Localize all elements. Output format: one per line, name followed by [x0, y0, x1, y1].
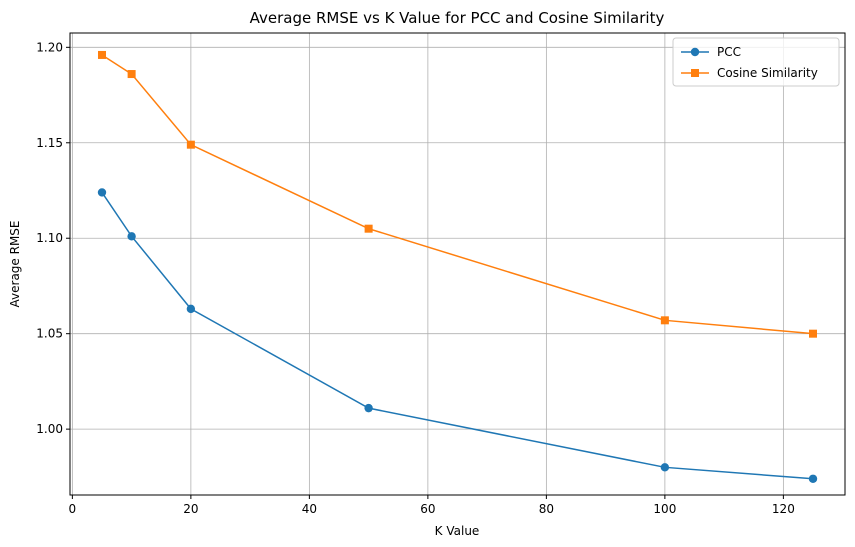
- x-tick-label: 60: [420, 502, 435, 516]
- legend-cosine-similarity-label: Cosine Similarity: [717, 66, 818, 80]
- grid: [70, 33, 845, 495]
- cosine-similarity-point: [186, 140, 195, 149]
- plot-frame: [69, 32, 846, 496]
- cosine-similarity-point: [127, 70, 136, 79]
- legend-cosine-similarity-marker: [691, 69, 699, 77]
- x-tick-label: 20: [183, 502, 198, 516]
- pcc-point: [660, 463, 670, 472]
- x-axis-label: K Value: [435, 524, 480, 538]
- x-tick-label: 80: [539, 502, 554, 516]
- chart-title: Average RMSE vs K Value for PCC and Cosi…: [250, 9, 665, 27]
- series-layer: [97, 50, 818, 483]
- pcc-point: [364, 403, 373, 413]
- pcc-point: [97, 188, 107, 197]
- axis-ticks: 0 20 40 60 80 100 120 1.00 1.05 1.10 1.15 1.20: [36, 40, 795, 516]
- legend-pcc-marker: [690, 47, 700, 57]
- cosine-similarity-point: [660, 316, 669, 325]
- legend-box: [672, 37, 840, 87]
- cosine-similarity-point: [97, 50, 106, 59]
- y-tick-label: 1.00: [36, 422, 63, 436]
- y-tick-label: 1.10: [36, 231, 63, 245]
- pcc-line: [101, 191, 814, 480]
- cosine-similarity-point: [809, 329, 818, 338]
- y-tick-label: 1.05: [36, 327, 63, 341]
- y-tick-label: 1.20: [36, 40, 63, 54]
- pcc-point: [127, 232, 136, 241]
- cosine-similarity-point: [364, 224, 373, 233]
- x-tick-label: 100: [653, 502, 676, 516]
- x-tick-label: 120: [772, 502, 795, 516]
- y-axis-label: Average RMSE: [8, 221, 22, 308]
- pcc-point: [186, 304, 196, 314]
- y-tick-label: 1.15: [36, 136, 63, 150]
- cosine-similarity-line: [101, 54, 814, 335]
- pcc-point: [808, 474, 818, 483]
- legend: PCC Cosine Similarity: [672, 37, 840, 87]
- legend-pcc-label: PCC: [717, 45, 741, 59]
- x-tick-label: 40: [302, 502, 317, 516]
- x-tick-label: 0: [69, 502, 77, 516]
